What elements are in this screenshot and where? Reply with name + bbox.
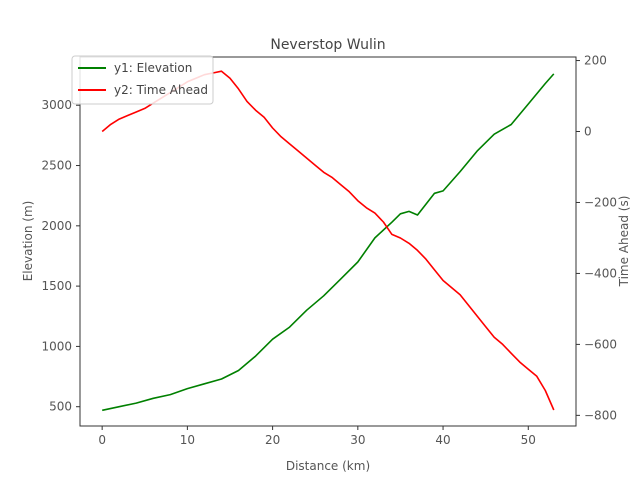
legend: y1: Elevation y2: Time Ahead	[71, 55, 214, 105]
x-axis-label: Distance (km)	[286, 459, 370, 473]
right-y-tick-label: −400	[584, 266, 617, 280]
left-y-tick-label: 2500	[41, 159, 72, 173]
right-y-tick-label: 0	[584, 125, 592, 139]
series-line-y2-time-ahead	[101, 70, 555, 411]
left-y-tick-label: 1500	[41, 279, 72, 293]
x-tick-label: 20	[265, 433, 280, 447]
plot-lines	[101, 70, 555, 412]
legend-label-time-ahead: y2: Time Ahead	[114, 83, 208, 97]
right-y-tick-label: 200	[584, 54, 607, 68]
left-y-tick-label: 500	[49, 400, 72, 414]
x-tick-label: 0	[98, 433, 106, 447]
x-tick-label: 30	[350, 433, 365, 447]
plot-frame	[79, 56, 577, 427]
series-line-y1-elevation	[102, 73, 555, 412]
x-tick-label: 10	[180, 433, 195, 447]
x-tick-label: 50	[521, 433, 536, 447]
chart-title: Neverstop Wulin	[270, 37, 385, 53]
right-y-tick-label: −600	[584, 337, 617, 351]
left-y-axis-label: Elevation (m)	[21, 201, 35, 282]
legend-box	[71, 55, 214, 105]
legend-label-elevation: y1: Elevation	[114, 61, 192, 75]
x-tick-label: 40	[435, 433, 450, 447]
right-y-tick-label: −800	[584, 408, 617, 422]
left-y-axis: 500 1000 1500 2000 2500 3000	[41, 98, 80, 414]
right-y-tick-label: −200	[584, 195, 617, 209]
left-y-tick-label: 1000	[41, 339, 72, 353]
x-axis: 0 10 20 30 40 50	[98, 426, 536, 447]
left-y-tick-label: 2000	[41, 219, 72, 233]
right-y-axis-label: Time Ahead (s)	[617, 196, 631, 288]
right-y-axis: −800 −600 −400 −200 0 200	[576, 54, 617, 422]
left-y-tick-label: 3000	[41, 98, 72, 112]
